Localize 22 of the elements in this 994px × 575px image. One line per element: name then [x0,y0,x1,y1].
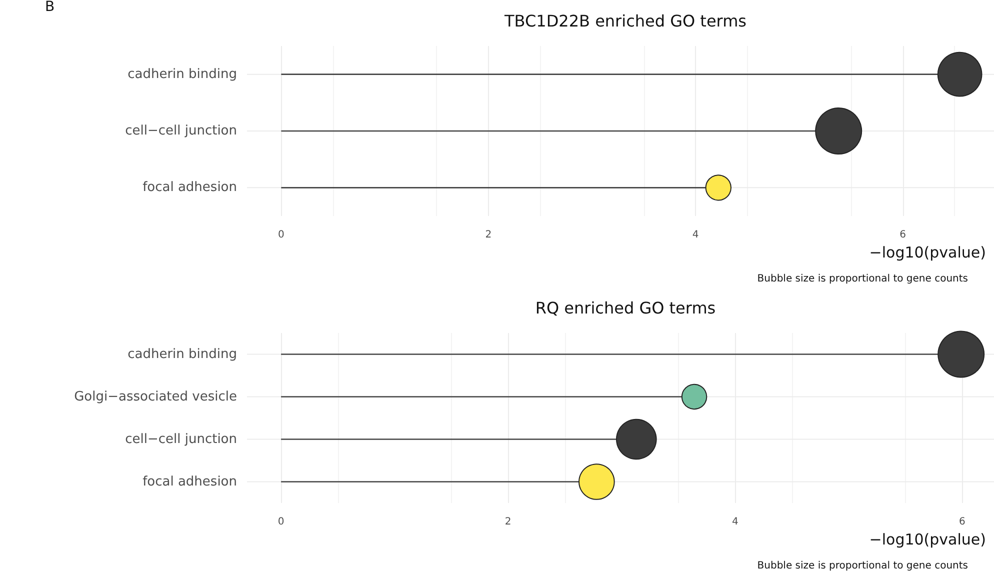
y-tick-label: cell−cell junction [125,124,237,138]
x-axis-title: −log10(pvalue) [869,244,986,262]
x-tick-label: 0 [278,230,284,240]
x-tick-label: 4 [732,516,738,528]
text: Bubble size is proportional to gene counts [757,274,968,284]
y-tick-label: cadherin binding [128,346,237,362]
x-tick-label: 2 [504,516,512,528]
x-tick-label: 6 [959,516,966,528]
x-tick-label: 2 [485,230,492,240]
x-tick-label: 4 [692,230,699,240]
y-tick-label: cadherin binding [128,66,237,82]
y-tick-label: cell−cell junction [125,432,237,447]
x-tick-label: 0 [278,516,284,528]
y-tick-label: focal adhesion [142,474,237,490]
x-axis-title: −log10(pvalue) [869,530,986,548]
chart-title: RQ enriched GO terms [535,298,716,318]
y-tick-label: Golgi−associated vesicle [74,389,237,404]
x-tick-label: 6 [900,230,906,240]
text: B [45,0,55,15]
chart-title: TBC1D22B enriched GO terms [503,12,747,30]
y-tick-label: focal adhesion [142,180,237,196]
text: Bubble size is proportional to gene counts [757,560,968,572]
